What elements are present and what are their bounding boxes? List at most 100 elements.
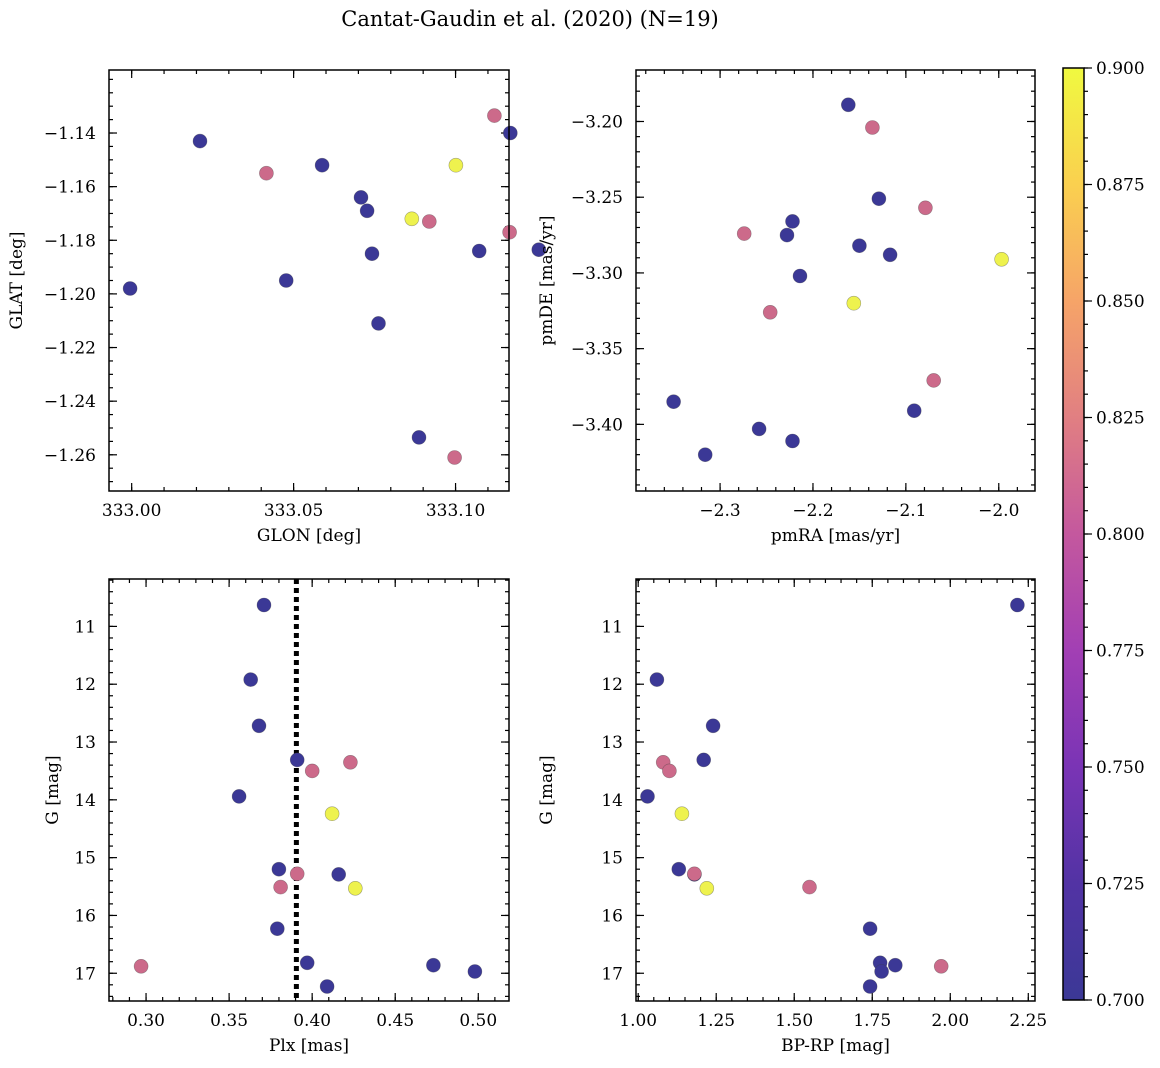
data-point (359, 203, 375, 219)
data-point (426, 957, 441, 973)
data-points (640, 597, 1025, 994)
y-tick-label: −3.25 (571, 188, 623, 208)
colorbar-tick-label: 0.900 (1096, 59, 1145, 79)
ticks: 1.00 1.25 1.50 1.75 2.00 2.25 11 12 13 14 15 16 17 (601, 579, 1047, 1031)
data-point (865, 120, 880, 135)
data-point (371, 316, 386, 331)
data-point (448, 157, 464, 173)
data-point (666, 394, 681, 410)
x-tick-label: 333.10 (426, 501, 485, 521)
data-point (421, 214, 437, 229)
colorbar-tick-label: 0.850 (1096, 292, 1145, 312)
data-point (785, 433, 800, 449)
data-point (467, 964, 483, 979)
x-tick-label: −2.1 (885, 501, 926, 521)
data-point (319, 979, 335, 994)
data-points (666, 97, 1009, 463)
x-tick-label: 0.40 (293, 1011, 331, 1031)
data-point (862, 921, 878, 937)
data-point (802, 879, 817, 895)
y-tick-label: 16 (601, 906, 623, 926)
data-point (918, 200, 933, 216)
data-point (502, 125, 518, 141)
colorbar-gradient (1063, 68, 1084, 1000)
y-tick-label: −1.20 (44, 285, 96, 305)
x-tick-label: 2.00 (931, 1011, 969, 1031)
data-point (353, 190, 369, 205)
x-axis-label: pmRA [mas/yr] (771, 526, 900, 546)
data-point (411, 430, 427, 445)
data-point (304, 763, 320, 779)
x-tick-label: 333.05 (264, 501, 323, 521)
data-point (671, 861, 687, 877)
ticks: −2.3 −2.2 −2.1 −2.0 −3.40 −3.35 −3.30 −3.25 −3.2… (571, 70, 1035, 521)
data-point (751, 421, 767, 437)
data-point (906, 403, 922, 419)
colorbar-tick-label: 0.725 (1096, 875, 1145, 895)
colorbar-tick-label: 0.750 (1096, 758, 1145, 778)
x-tick-label: 2.25 (1009, 1011, 1047, 1031)
data-point (887, 957, 903, 973)
data-point (347, 880, 363, 896)
x-tick-label: 1.50 (775, 1011, 813, 1031)
data-point (792, 268, 808, 284)
y-tick-label: 14 (601, 791, 623, 811)
data-point (699, 880, 715, 896)
y-tick-label: −1.18 (44, 231, 96, 251)
data-points (133, 597, 483, 994)
y-tick-label: −3.35 (571, 340, 623, 360)
y-tick-label: 14 (74, 791, 96, 811)
data-point (736, 226, 752, 241)
data-point (531, 242, 547, 257)
y-tick-label: 11 (601, 617, 623, 637)
data-point (289, 866, 305, 882)
x-tick-label: 0.35 (210, 1011, 248, 1031)
data-point (846, 295, 862, 311)
panels: 333.00 333.05 333.10 −1.26 −1.24 −1.22 −1.20 −1… (7, 69, 1047, 1056)
axes-frame (635, 69, 1036, 492)
data-point (404, 211, 420, 227)
data-point (256, 597, 272, 613)
y-tick-label: 11 (74, 617, 96, 637)
data-point (133, 958, 149, 974)
x-tick-label: 0.45 (376, 1011, 414, 1031)
y-tick-label: −1.22 (44, 339, 96, 359)
panel-plx_g: 0.30 0.35 0.40 0.45 0.50 11 12 13 14 15 16 17 Plx [m… (43, 578, 510, 1056)
colorbar-tick-label: 0.700 (1096, 991, 1145, 1011)
data-point (840, 97, 856, 113)
data-point (447, 450, 462, 465)
x-axis-label: BP-RP [mag] (781, 1036, 890, 1056)
x-axis-label: Plx [mas] (269, 1036, 349, 1056)
data-point (649, 672, 665, 687)
data-point (697, 447, 713, 463)
x-tick-label: 1.25 (697, 1011, 735, 1031)
data-point (299, 955, 315, 971)
data-point (231, 789, 247, 804)
y-tick-label: 12 (74, 675, 96, 695)
y-axis-label: G [mag] (43, 755, 63, 824)
data-point (273, 879, 288, 895)
data-point (705, 718, 721, 734)
x-tick-label: 0.30 (127, 1011, 165, 1031)
y-tick-label: 15 (74, 849, 96, 869)
y-tick-label: −1.14 (44, 124, 96, 144)
y-tick-label: −3.20 (571, 112, 623, 132)
axes-frame (635, 578, 1036, 1002)
colorbar-tick-label: 0.875 (1096, 176, 1145, 196)
y-tick-label: −1.26 (44, 446, 96, 466)
y-tick-label: 13 (74, 733, 96, 753)
x-tick-label: 1.00 (619, 1011, 657, 1031)
y-tick-label: 15 (601, 849, 623, 869)
data-point (994, 251, 1009, 267)
data-point (785, 214, 800, 229)
data-point (862, 979, 878, 994)
figure-title: Cantat-Gaudin et al. (2020) (N=19) (341, 7, 719, 31)
data-point (487, 108, 502, 123)
data-point (192, 133, 208, 149)
data-point (278, 273, 294, 288)
colorbar-tick-label: 0.825 (1096, 409, 1145, 429)
data-point (251, 718, 267, 734)
data-point (871, 191, 887, 206)
data-point (471, 243, 487, 259)
x-tick-label: 333.00 (102, 501, 161, 521)
